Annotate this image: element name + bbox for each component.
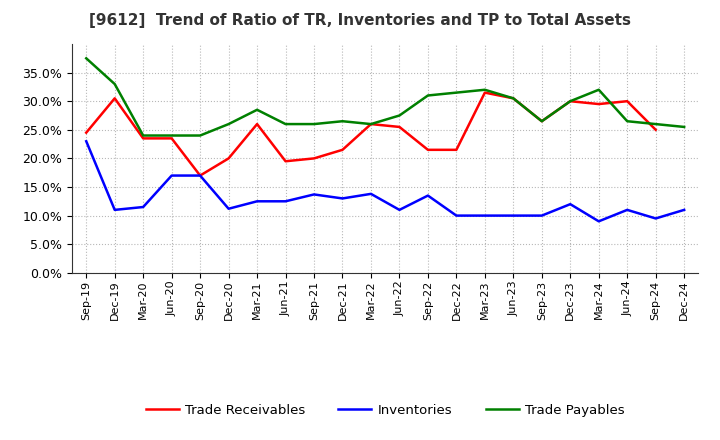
Inventories — [139, 204, 148, 210]
Inventories — [537, 213, 546, 218]
Trade Receivables — [225, 156, 233, 161]
Trade Receivables — [423, 147, 432, 152]
Trade Payables — [110, 81, 119, 87]
Inventories — [167, 173, 176, 178]
Trade Payables — [566, 99, 575, 104]
Trade Payables — [395, 113, 404, 118]
Trade Receivables — [110, 95, 119, 101]
Trade Receivables — [509, 95, 518, 101]
Inventories — [225, 206, 233, 211]
Trade Receivables — [253, 121, 261, 127]
Line: Trade Payables: Trade Payables — [86, 58, 684, 136]
Trade Receivables — [395, 124, 404, 129]
Trade Payables — [652, 121, 660, 127]
Inventories — [680, 207, 688, 213]
Inventories — [338, 196, 347, 201]
Inventories — [480, 213, 489, 218]
Trade Payables — [509, 95, 518, 101]
Trade Receivables — [623, 99, 631, 104]
Inventories — [310, 192, 318, 197]
Trade Receivables — [652, 127, 660, 132]
Trade Payables — [167, 133, 176, 138]
Inventories — [196, 173, 204, 178]
Trade Payables — [282, 121, 290, 127]
Trade Receivables — [82, 130, 91, 136]
Trade Payables — [310, 121, 318, 127]
Trade Payables — [253, 107, 261, 112]
Inventories — [509, 213, 518, 218]
Trade Receivables — [196, 173, 204, 178]
Inventories — [423, 193, 432, 198]
Inventories — [110, 207, 119, 213]
Line: Trade Receivables: Trade Receivables — [86, 92, 656, 176]
Trade Payables — [623, 118, 631, 124]
Trade Payables — [82, 55, 91, 61]
Trade Payables — [537, 118, 546, 124]
Trade Payables — [480, 87, 489, 92]
Trade Receivables — [480, 90, 489, 95]
Trade Payables — [680, 124, 688, 129]
Trade Payables — [366, 121, 375, 127]
Trade Receivables — [310, 156, 318, 161]
Trade Receivables — [566, 99, 575, 104]
Trade Receivables — [167, 136, 176, 141]
Trade Receivables — [366, 121, 375, 127]
Trade Payables — [196, 133, 204, 138]
Trade Payables — [423, 93, 432, 98]
Inventories — [82, 139, 91, 144]
Inventories — [652, 216, 660, 221]
Inventories — [452, 213, 461, 218]
Trade Receivables — [452, 147, 461, 152]
Inventories — [282, 198, 290, 204]
Inventories — [566, 202, 575, 207]
Trade Payables — [139, 133, 148, 138]
Inventories — [623, 207, 631, 213]
Legend: Trade Receivables, Inventories, Trade Payables: Trade Receivables, Inventories, Trade Pa… — [140, 398, 630, 422]
Inventories — [595, 219, 603, 224]
Inventories — [253, 198, 261, 204]
Trade Payables — [452, 90, 461, 95]
Text: [9612]  Trend of Ratio of TR, Inventories and TP to Total Assets: [9612] Trend of Ratio of TR, Inventories… — [89, 13, 631, 28]
Trade Receivables — [139, 136, 148, 141]
Line: Inventories: Inventories — [86, 141, 684, 221]
Trade Receivables — [537, 118, 546, 124]
Inventories — [395, 207, 404, 213]
Inventories — [366, 191, 375, 197]
Trade Payables — [225, 121, 233, 127]
Trade Receivables — [595, 101, 603, 106]
Trade Payables — [338, 118, 347, 124]
Trade Payables — [595, 87, 603, 92]
Trade Receivables — [282, 159, 290, 164]
Trade Receivables — [338, 147, 347, 152]
